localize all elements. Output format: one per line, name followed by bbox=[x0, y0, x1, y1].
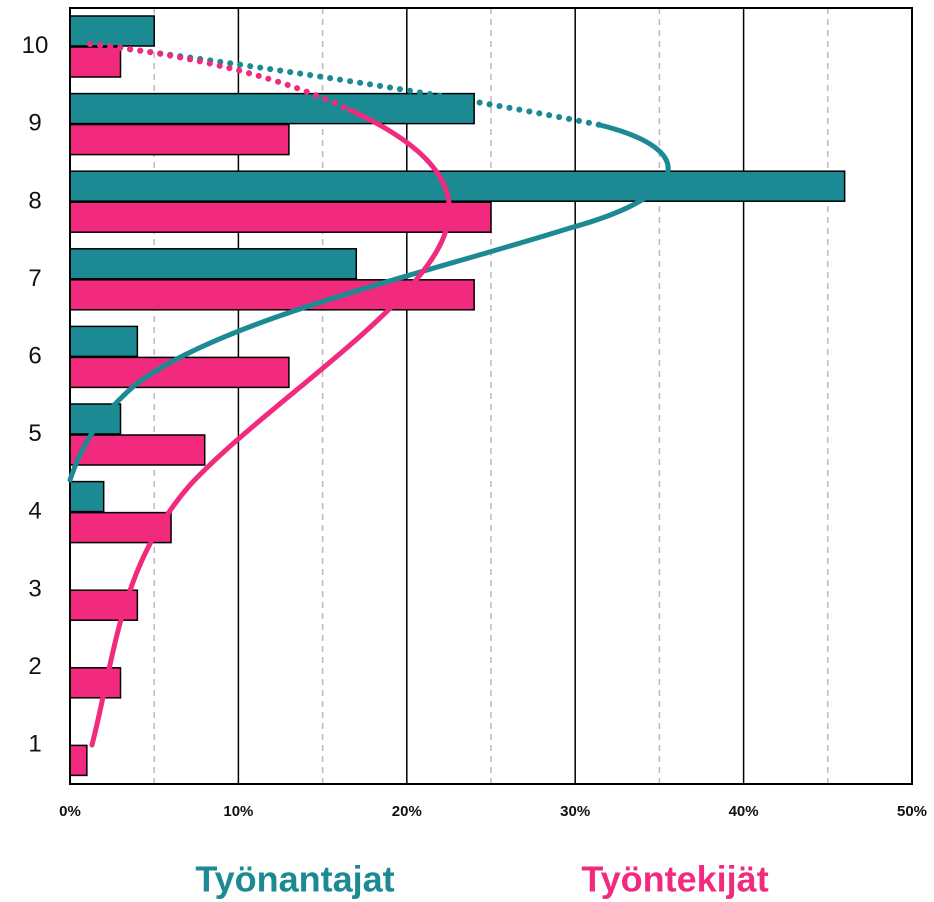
bar bbox=[69, 170, 846, 202]
x-tick-label: 20% bbox=[392, 803, 422, 820]
bar bbox=[69, 201, 492, 233]
y-tick-label: 2 bbox=[28, 653, 41, 680]
trend-curve bbox=[87, 41, 603, 128]
y-tick-label: 9 bbox=[28, 110, 41, 137]
bar bbox=[69, 248, 358, 280]
y-tick-label: 6 bbox=[28, 343, 41, 370]
x-tick-label: 30% bbox=[560, 803, 590, 820]
bar bbox=[69, 325, 139, 358]
y-tick-label: 5 bbox=[28, 420, 41, 447]
y-tick-label: 10 bbox=[22, 32, 49, 59]
bar bbox=[69, 356, 290, 389]
bar bbox=[69, 46, 122, 78]
bar bbox=[69, 92, 475, 125]
bar bbox=[69, 123, 290, 156]
trend-curve bbox=[67, 122, 671, 483]
x-tick-label: 10% bbox=[223, 803, 253, 820]
y-tick-label: 7 bbox=[28, 265, 41, 292]
plot-frame bbox=[69, 7, 913, 785]
bar bbox=[69, 15, 155, 47]
bar bbox=[69, 511, 172, 544]
y-tick-label: 8 bbox=[28, 187, 41, 214]
bar bbox=[69, 279, 475, 311]
trend-curve bbox=[89, 107, 452, 748]
y-tick-label: 3 bbox=[28, 575, 41, 602]
bar bbox=[69, 434, 206, 466]
bar bbox=[69, 744, 88, 777]
bar bbox=[69, 480, 105, 513]
x-tick-label: 0% bbox=[59, 803, 81, 820]
trend-curves bbox=[67, 41, 671, 748]
bar bbox=[69, 667, 122, 699]
y-tick-label: 4 bbox=[28, 498, 41, 525]
y-tick-label: 1 bbox=[28, 731, 41, 758]
trend-curve bbox=[87, 41, 353, 113]
legend-label: Työntekijät bbox=[581, 859, 768, 900]
x-tick-label: 50% bbox=[897, 803, 927, 820]
legend-label: Työnantajat bbox=[195, 859, 394, 900]
x-tick-label: 40% bbox=[729, 803, 759, 820]
